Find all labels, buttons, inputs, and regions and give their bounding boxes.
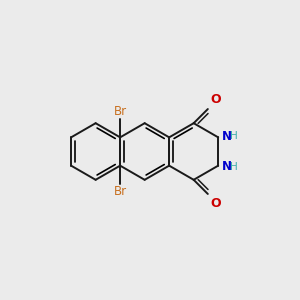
Text: O: O — [210, 197, 221, 210]
Text: N: N — [222, 130, 232, 143]
Text: H: H — [230, 131, 238, 141]
Text: O: O — [210, 93, 221, 106]
Text: H: H — [230, 162, 238, 172]
Text: Br: Br — [114, 105, 127, 118]
Text: N: N — [222, 160, 232, 173]
Text: Br: Br — [114, 185, 127, 198]
